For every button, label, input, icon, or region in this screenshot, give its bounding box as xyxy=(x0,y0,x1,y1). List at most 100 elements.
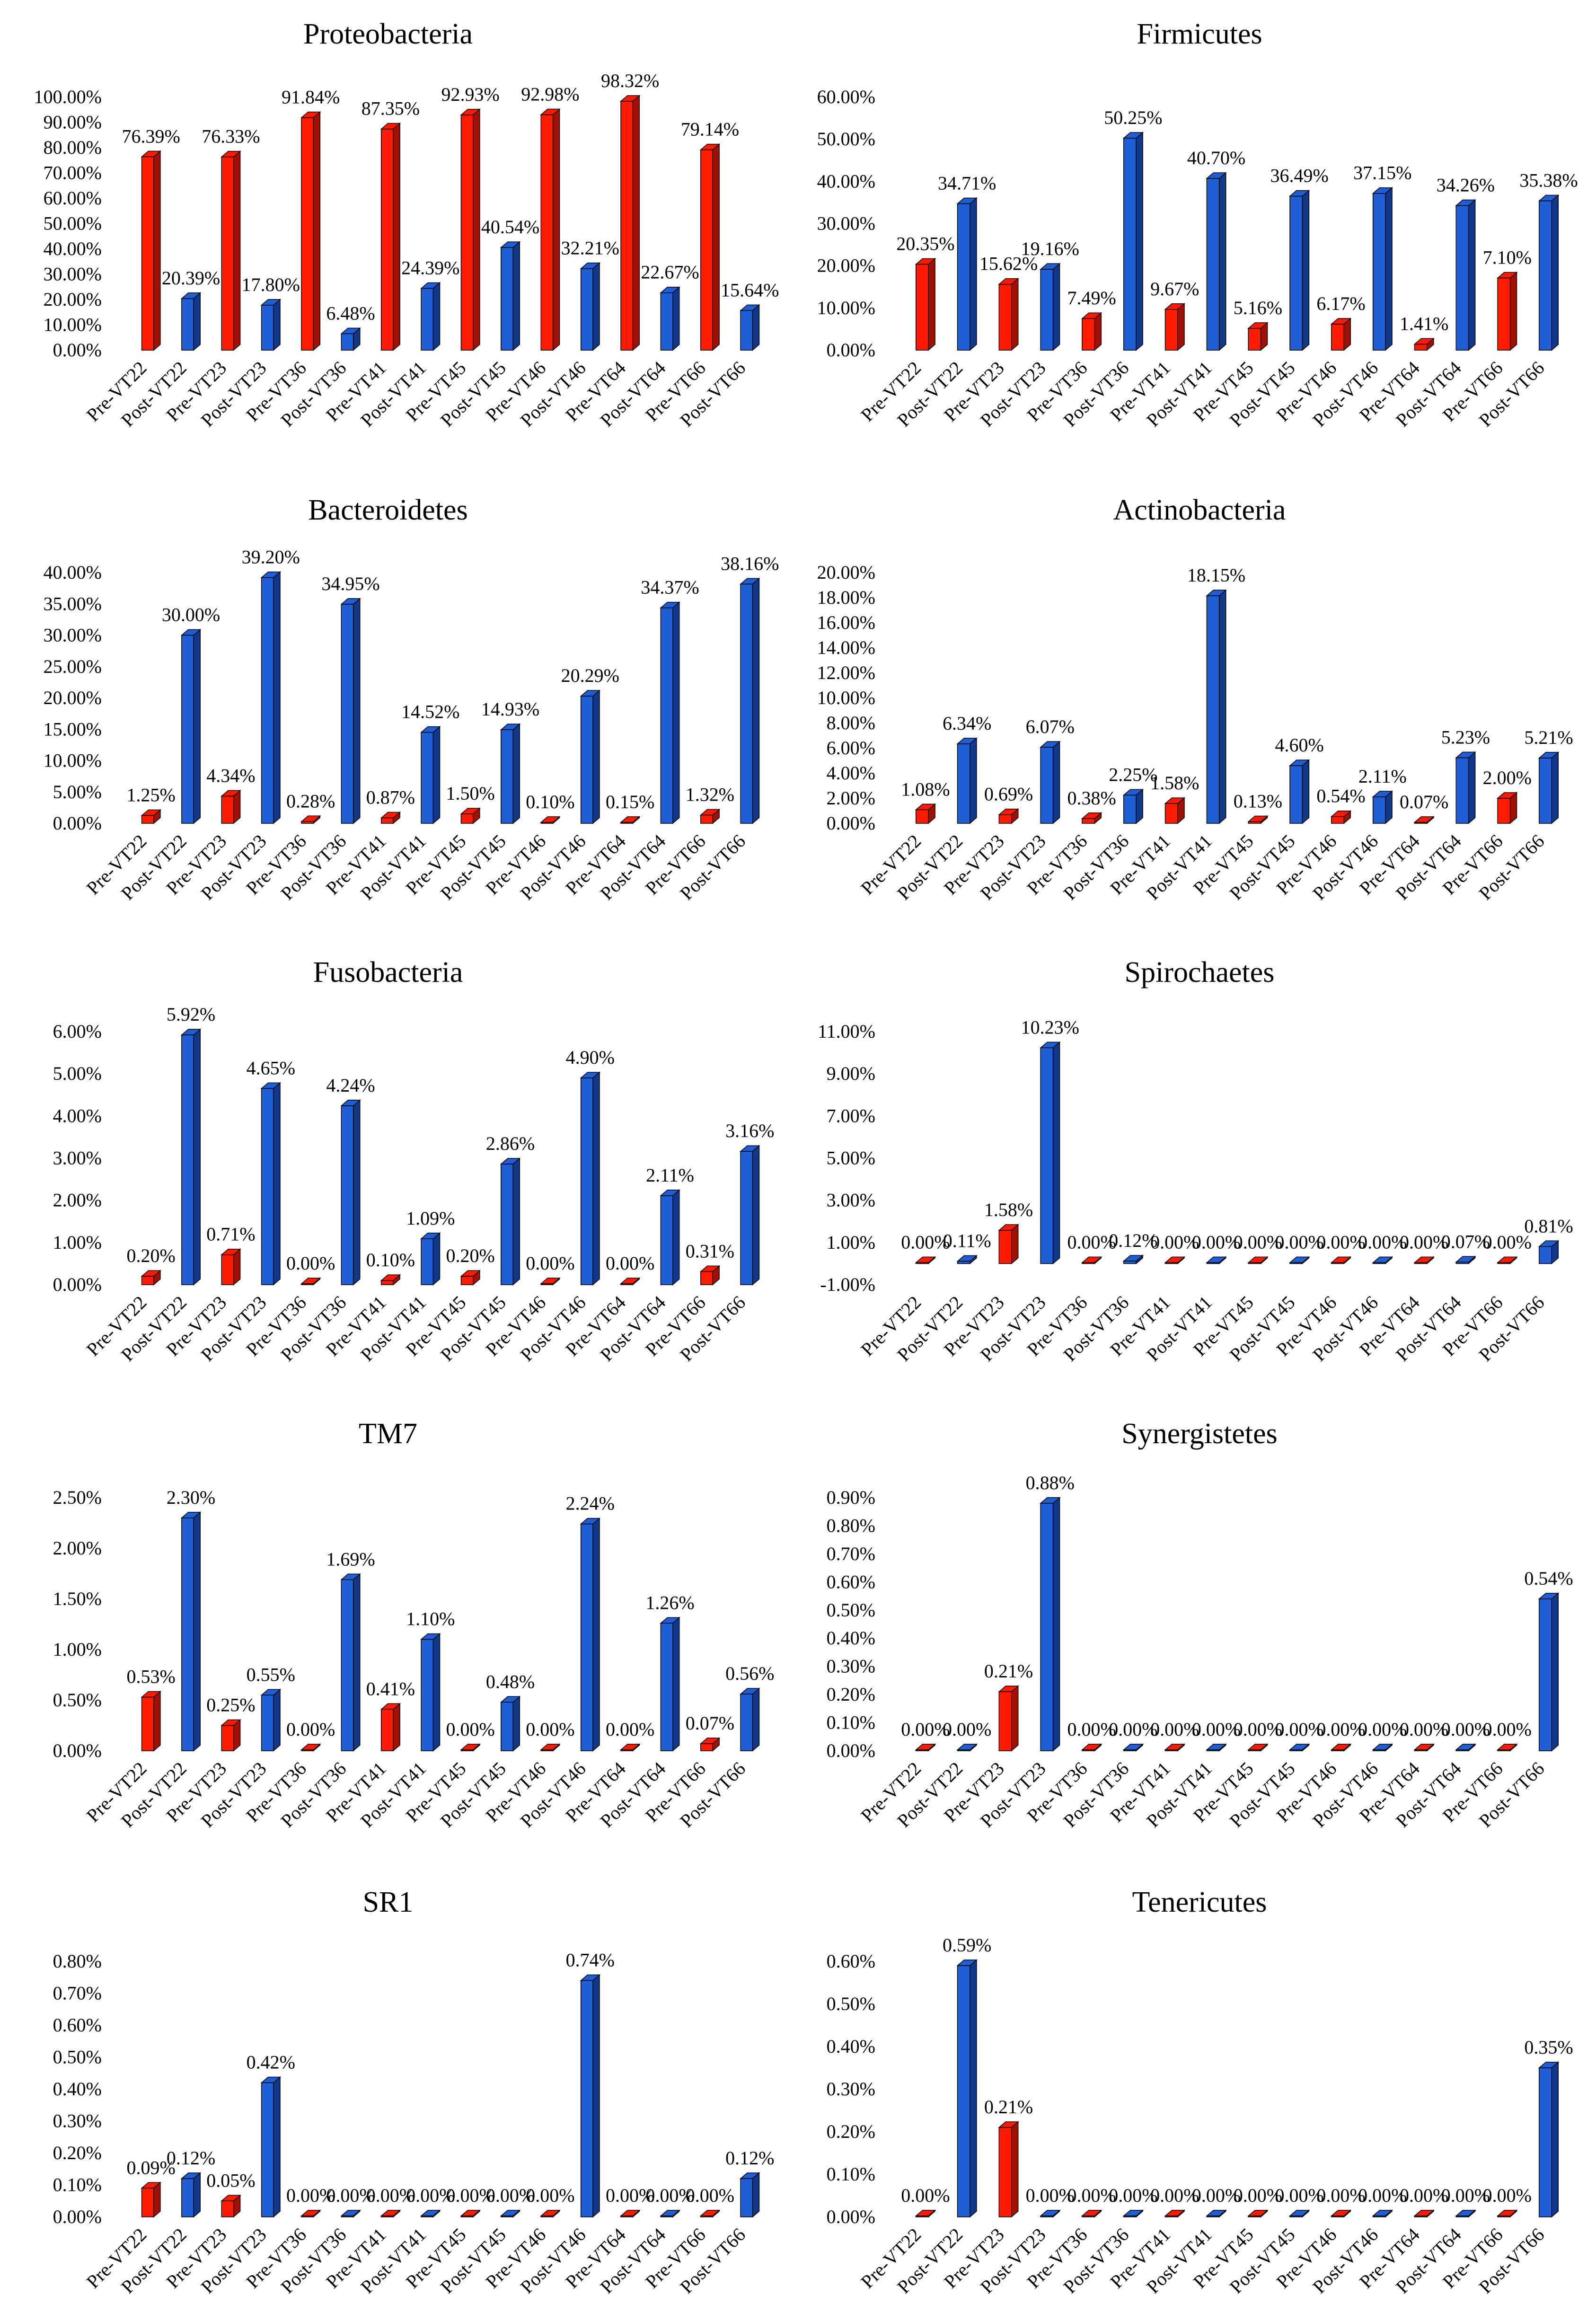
y-tick-label: 0.00% xyxy=(827,812,875,834)
data-label: 0.81% xyxy=(1524,1215,1573,1236)
bar-front xyxy=(1289,2215,1303,2217)
bar-post-vt23 xyxy=(1040,741,1061,824)
data-label: 5.16% xyxy=(1234,297,1282,318)
bar-pre-vt64 xyxy=(1413,816,1435,824)
data-label: 92.98% xyxy=(521,84,579,105)
bar-post-vt23 xyxy=(260,1688,281,1752)
bar-side xyxy=(193,1511,201,1752)
bar-front xyxy=(1497,798,1511,824)
data-label: 0.00% xyxy=(1192,1719,1241,1740)
bar-front xyxy=(1164,309,1178,351)
y-tick-label: 10.00% xyxy=(44,750,102,771)
bar-front xyxy=(1289,1749,1303,1751)
bar-front xyxy=(1414,1749,1428,1751)
bar-pre-vt64 xyxy=(1413,1743,1435,1752)
bar-front xyxy=(620,1283,634,1285)
data-label: 0.00% xyxy=(1441,2185,1490,2206)
bar-front xyxy=(1164,2215,1178,2217)
data-label: 0.59% xyxy=(943,1934,991,1956)
bar-post-vt23 xyxy=(1040,1041,1061,1265)
bar-top xyxy=(300,815,321,822)
bar-front xyxy=(460,115,474,351)
data-label: 0.00% xyxy=(901,2185,950,2206)
bar-post-vt45 xyxy=(500,2209,521,2218)
data-label: 1.09% xyxy=(406,1208,455,1229)
y-tick-label: 0.20% xyxy=(53,2142,102,2163)
bar-side xyxy=(432,725,441,824)
bar-front xyxy=(540,1283,554,1285)
bar-post-vt66 xyxy=(1538,1592,1560,1752)
data-label: 0.25% xyxy=(206,1694,255,1716)
bar-front xyxy=(540,114,554,351)
data-label: 6.34% xyxy=(943,713,991,734)
bar-top xyxy=(460,2210,481,2216)
bar-pre-vt66 xyxy=(1497,1743,1518,1752)
data-label: 0.00% xyxy=(446,2185,495,2206)
bar-top xyxy=(380,2210,401,2216)
bar-front xyxy=(141,815,154,824)
bar-top xyxy=(1413,1744,1435,1750)
bar-pre-vt22 xyxy=(915,257,936,351)
y-tick-label: 30.00% xyxy=(44,625,102,646)
bar-post-vt36 xyxy=(340,2209,361,2218)
bar-front xyxy=(181,298,194,351)
bar-post-vt36 xyxy=(340,327,361,351)
bar-front xyxy=(1289,765,1303,824)
bar-side xyxy=(1219,589,1226,824)
bar-pre-vt46 xyxy=(1330,318,1352,351)
bar-pre-vt45 xyxy=(1247,815,1269,824)
bar-post-vt41 xyxy=(420,1232,441,1286)
y-tick-label: 50.00% xyxy=(44,213,102,234)
data-label: 0.00% xyxy=(1441,1719,1490,1740)
bar-front xyxy=(341,2215,354,2217)
y-tick-label: 0.10% xyxy=(53,2174,102,2196)
data-label: 0.20% xyxy=(127,1245,176,1266)
bar-front xyxy=(1123,1261,1137,1264)
bar-post-vt41 xyxy=(1206,1256,1227,1265)
data-label: 7.49% xyxy=(1067,287,1116,309)
bar-pre-vt41 xyxy=(380,2209,401,2218)
y-tick-label: 40.00% xyxy=(44,238,102,259)
chart-sr1: SR1 0.00% 0.10% 0.20% 0.30% 0.40% 0.50% 0.60% 0.… xyxy=(53,1886,775,2298)
bar-front xyxy=(1123,794,1137,824)
data-label: 34.37% xyxy=(641,577,699,598)
bar-post-vt41 xyxy=(1206,1743,1227,1752)
y-tick-label: 4.00% xyxy=(827,762,875,784)
bar-front xyxy=(1455,1749,1469,1751)
bar-side xyxy=(432,1633,441,1752)
bar-pre-vt36 xyxy=(1081,312,1102,351)
bar-side xyxy=(1551,1592,1559,1752)
bar-pre-vt41 xyxy=(1164,1743,1185,1752)
bar-side xyxy=(193,2172,201,2218)
bar-front xyxy=(301,1749,314,1751)
bar-post-vt41 xyxy=(420,1633,441,1752)
bar-front xyxy=(1331,324,1344,351)
bar-side xyxy=(193,628,201,824)
bar-front xyxy=(700,1271,713,1285)
data-label: 18.15% xyxy=(1187,565,1245,586)
y-tick-label: 60.00% xyxy=(817,86,875,107)
bar-top xyxy=(1081,2210,1102,2216)
data-label: 5.92% xyxy=(167,1004,215,1025)
y-tick-label: 15.00% xyxy=(44,718,102,740)
bar-pre-vt36 xyxy=(300,815,321,824)
bar-pre-vt41 xyxy=(380,123,401,351)
bar-post-vt22 xyxy=(180,1511,202,1752)
bar-side xyxy=(752,577,760,824)
bar-front xyxy=(660,2215,673,2217)
bar-front xyxy=(261,1088,274,1285)
bar-top xyxy=(699,2210,721,2216)
data-label: 0.00% xyxy=(606,1253,654,1274)
data-label: 0.74% xyxy=(566,1950,615,1971)
data-label: 15.64% xyxy=(721,279,779,300)
y-tick-label: 70.00% xyxy=(44,162,102,184)
bar-post-vt23 xyxy=(260,2076,281,2218)
bar-top xyxy=(1289,1256,1310,1263)
data-label: 9.67% xyxy=(1150,278,1199,300)
bar-front xyxy=(1206,2215,1220,2217)
y-tick-label: 6.00% xyxy=(53,1021,102,1042)
bar-post-vt45 xyxy=(500,241,521,351)
bar-top xyxy=(1455,1256,1476,1263)
chart-fusobacteria: Fusobacteria 0.00% 1.00% 2.00% 3.00% 4.00% 5.0… xyxy=(53,956,775,1366)
y-tick-label: 90.00% xyxy=(44,112,102,133)
